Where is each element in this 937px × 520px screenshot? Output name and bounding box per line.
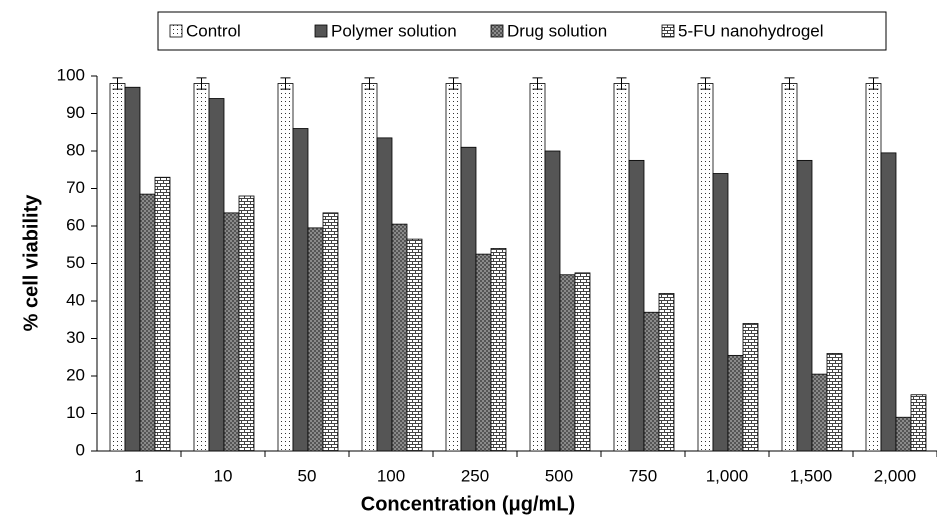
y-tick-label: 70 <box>66 178 85 197</box>
bar <box>124 86 141 452</box>
bar <box>307 227 324 452</box>
x-tick-label: 1,000 <box>706 466 749 485</box>
bar <box>865 83 882 452</box>
bar <box>910 394 927 452</box>
y-axis-title: % cell viability <box>20 194 42 332</box>
bar <box>781 83 798 452</box>
bar <box>277 83 294 452</box>
bar <box>445 83 462 452</box>
bar <box>460 146 477 452</box>
error-bar <box>112 77 123 90</box>
error-bar <box>784 77 795 90</box>
bar <box>574 272 591 452</box>
error-bar <box>196 77 207 90</box>
x-tick-label: 750 <box>629 466 657 485</box>
error-bar <box>280 77 291 90</box>
bar <box>406 238 423 452</box>
y-tick-label: 40 <box>66 290 85 309</box>
bar <box>109 83 126 452</box>
bar <box>376 137 393 452</box>
error-bar <box>448 77 459 90</box>
legend-box <box>157 11 887 51</box>
bar <box>742 323 759 452</box>
error-bar <box>364 77 375 90</box>
legend-label: 5-FU nanohydrogel <box>678 21 824 40</box>
x-tick-label: 1 <box>134 466 143 485</box>
bar <box>628 159 645 452</box>
bar <box>238 195 255 452</box>
bar <box>643 311 660 452</box>
bar <box>811 373 828 452</box>
legend-swatch <box>169 24 183 38</box>
error-bar <box>532 77 543 90</box>
y-tick-label: 90 <box>66 103 85 122</box>
legend-swatch <box>661 24 675 38</box>
y-tick-label: 100 <box>57 65 85 84</box>
y-tick-label: 60 <box>66 215 85 234</box>
x-tick-label: 1,500 <box>790 466 833 485</box>
bar <box>796 159 813 452</box>
bar <box>727 354 744 452</box>
error-bar <box>616 77 627 90</box>
bar <box>475 253 492 452</box>
y-tick-label: 20 <box>66 365 85 384</box>
y-tick-label: 10 <box>66 403 85 422</box>
y-tick-label: 50 <box>66 253 85 272</box>
x-tick-label: 50 <box>298 466 317 485</box>
legend-label: Control <box>186 21 241 40</box>
bar <box>559 274 576 452</box>
bar <box>895 416 912 452</box>
bar <box>658 293 675 452</box>
x-tick-label: 100 <box>377 466 405 485</box>
bar <box>322 212 339 452</box>
bar <box>544 150 561 452</box>
bar <box>826 353 843 452</box>
bar <box>529 83 546 452</box>
error-bar <box>700 77 711 90</box>
x-tick-label: 2,000 <box>874 466 917 485</box>
bar <box>223 212 240 452</box>
bar <box>880 152 897 452</box>
x-tick-label: 250 <box>461 466 489 485</box>
x-tick-label: 10 <box>214 466 233 485</box>
bar <box>490 248 507 452</box>
legend-label: Polymer solution <box>331 21 457 40</box>
bar <box>712 173 729 452</box>
bar <box>208 98 225 452</box>
error-bar <box>868 77 879 90</box>
bar <box>292 128 309 452</box>
bar <box>154 176 171 452</box>
legend-label: Drug solution <box>507 21 607 40</box>
y-tick-label: 80 <box>66 140 85 159</box>
bar <box>193 83 210 452</box>
x-axis-title: Concentration (μg/mL) <box>361 493 575 515</box>
bar <box>613 83 630 452</box>
legend-swatch <box>490 24 504 38</box>
x-tick-label: 500 <box>545 466 573 485</box>
y-tick-label: 0 <box>76 440 85 459</box>
bar <box>697 83 714 452</box>
bar <box>139 193 156 452</box>
y-tick-label: 30 <box>66 328 85 347</box>
bar <box>391 223 408 452</box>
legend-swatch <box>314 24 328 38</box>
bar <box>361 83 378 452</box>
